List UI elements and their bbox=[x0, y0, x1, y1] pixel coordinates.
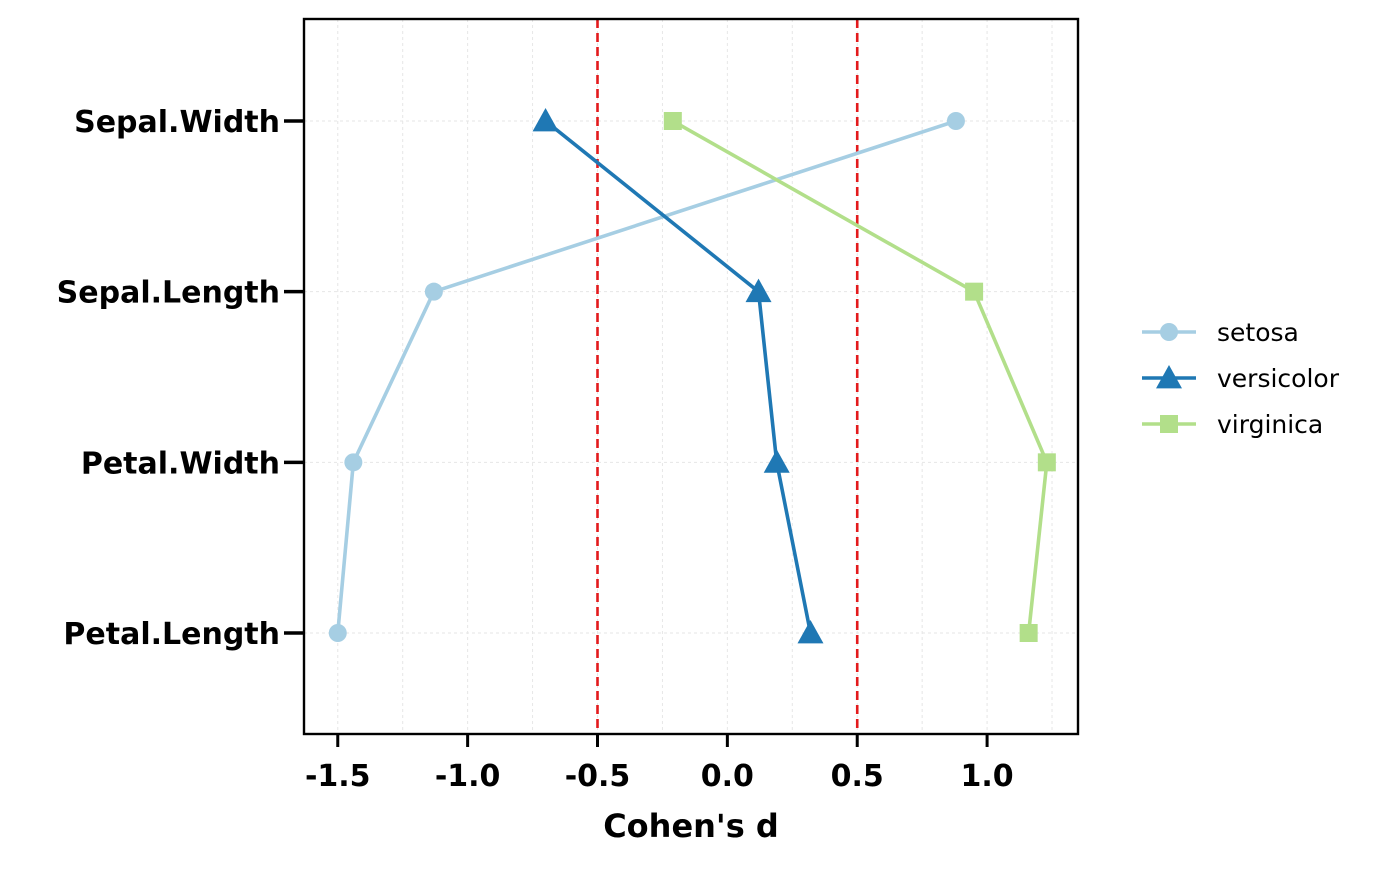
data-point bbox=[946, 112, 965, 130]
data-point bbox=[328, 624, 347, 642]
data-point bbox=[1037, 453, 1056, 472]
legend-label: virginica bbox=[1217, 410, 1323, 439]
data-point bbox=[797, 620, 824, 644]
data-point bbox=[745, 278, 772, 303]
legend-item-setosa: setosa bbox=[1142, 318, 1299, 347]
x-axis-title: Cohen's d bbox=[603, 807, 779, 845]
x-tick-label: -1.0 bbox=[435, 759, 501, 794]
data-point bbox=[344, 453, 363, 472]
series-setosa bbox=[328, 112, 965, 642]
series-line bbox=[671, 119, 1049, 634]
legend-item-virginica: virginica bbox=[1142, 410, 1323, 439]
series-versicolor bbox=[532, 108, 824, 644]
legend-marker bbox=[1160, 323, 1178, 341]
series-line bbox=[544, 119, 813, 634]
x-tick-label: 0.0 bbox=[701, 759, 754, 794]
series-virginica bbox=[663, 112, 1056, 642]
x-tick-label: 1.0 bbox=[961, 759, 1014, 794]
y-tick-label: Sepal.Length bbox=[57, 276, 280, 311]
x-tick-label: 0.5 bbox=[831, 759, 884, 794]
data-point bbox=[424, 282, 443, 301]
legend: setosa versicolor virginica bbox=[1142, 318, 1340, 439]
data-point bbox=[965, 282, 984, 301]
reference-lines-layer bbox=[596, 19, 859, 734]
legend-marker bbox=[1156, 365, 1182, 389]
data-point bbox=[1019, 624, 1038, 642]
legend-item-versicolor: versicolor bbox=[1142, 364, 1340, 393]
y-axis: Petal.Length Petal.Width Sepal.Length Sepal… bbox=[57, 105, 304, 652]
legend-label: versicolor bbox=[1217, 364, 1340, 393]
series-line bbox=[335, 119, 957, 634]
y-tick-label: Petal.Width bbox=[81, 446, 280, 481]
data-point bbox=[763, 449, 790, 473]
x-tick-label: -1.5 bbox=[305, 759, 371, 794]
data-point bbox=[532, 108, 559, 132]
plot-border bbox=[302, 17, 1080, 736]
y-tick-label: Sepal.Width bbox=[74, 105, 280, 140]
series-layer bbox=[328, 108, 1056, 644]
legend-marker bbox=[1160, 415, 1178, 433]
y-tick-label: Petal.Length bbox=[63, 617, 280, 652]
x-axis: -1.5 -1.0 -0.5 0.0 0.5 1.0 bbox=[305, 734, 1014, 794]
data-point bbox=[663, 112, 682, 130]
legend-label: setosa bbox=[1217, 318, 1299, 347]
x-tick-label: -0.5 bbox=[565, 759, 631, 794]
grid-layer bbox=[304, 19, 1078, 734]
